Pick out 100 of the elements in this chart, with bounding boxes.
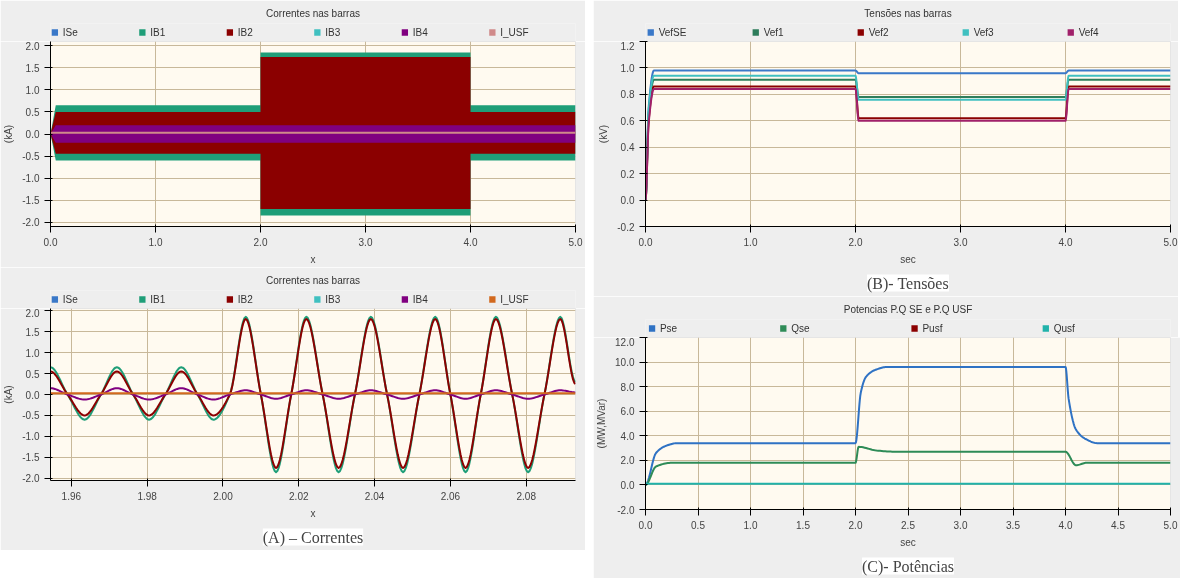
x-tick-label: 1.0 bbox=[743, 236, 758, 248]
legend-label: Qse bbox=[791, 323, 810, 334]
y-tick-label: 10.0 bbox=[615, 357, 635, 369]
y-tick-label: 2.0 bbox=[25, 307, 40, 319]
x-tick-label: 1.96 bbox=[61, 490, 82, 502]
chart-title: Correntes nas barras bbox=[266, 7, 360, 19]
y-tick-label: 1.2 bbox=[620, 40, 635, 52]
x-tick-label: 2.5 bbox=[901, 519, 916, 531]
legend-label: ISe bbox=[62, 294, 79, 305]
y-tick-label: 1.5 bbox=[25, 62, 40, 74]
y-tick-label: 0.8 bbox=[620, 89, 635, 101]
x-tick-label: 1.0 bbox=[743, 519, 758, 531]
y-tick-label: -1.0 bbox=[22, 173, 40, 185]
x-tick-label: 0.5 bbox=[691, 519, 706, 531]
y-tick-label: 1.0 bbox=[25, 347, 40, 359]
x-tick-label: 3.0 bbox=[953, 519, 968, 531]
legend-label: Vef2 bbox=[868, 27, 890, 38]
legend-label: IB1 bbox=[150, 294, 166, 305]
x-tick-label: 4.0 bbox=[1058, 236, 1073, 248]
y-tick-label: 4.0 bbox=[620, 430, 635, 442]
y-tick-label: 0.0 bbox=[620, 195, 635, 207]
y-tick-label: 0.5 bbox=[25, 368, 40, 380]
x-tick-label: 0.0 bbox=[43, 236, 58, 248]
chart-title: Tensões nas barras bbox=[864, 7, 952, 19]
legend-label: Vef1 bbox=[763, 27, 785, 38]
legend-label: IB4 bbox=[412, 27, 429, 38]
x-tick-label: 2.02 bbox=[289, 490, 309, 502]
legend-label: IB3 bbox=[325, 27, 341, 38]
x-tick-label: 2.00 bbox=[213, 490, 234, 502]
x-tick-label: 2.0 bbox=[253, 236, 268, 248]
y-tick-label: -1.5 bbox=[22, 195, 40, 207]
legend-label: ISe bbox=[62, 27, 79, 38]
y-tick-label: 0.0 bbox=[25, 389, 40, 401]
y-tick-label: 2.0 bbox=[25, 40, 40, 52]
x-tick-label: 3.0 bbox=[358, 236, 373, 248]
y-axis-title: (kV) bbox=[598, 124, 610, 144]
y-tick-label: 1.0 bbox=[25, 84, 40, 96]
legend-label: Qusf bbox=[1053, 323, 1076, 334]
y-tick-label: 1.5 bbox=[25, 326, 40, 338]
y-axis-title: (kA) bbox=[3, 124, 15, 144]
x-tick-label: 1.98 bbox=[137, 490, 158, 502]
text: (A) – Correntes bbox=[262, 528, 364, 547]
x-tick-label: 4.0 bbox=[463, 236, 478, 248]
y-tick-label: 2.0 bbox=[620, 455, 635, 467]
x-axis-title: sec bbox=[900, 253, 916, 265]
x-tick-label: 2.04 bbox=[364, 490, 385, 502]
y-tick-label: 0.6 bbox=[620, 115, 635, 127]
x-tick-label: 2.08 bbox=[516, 490, 537, 502]
chart-title: Potencias P.Q SE e P.Q USF bbox=[843, 303, 973, 315]
y-axis-title: (kA) bbox=[3, 385, 15, 404]
legend-label: IB1 bbox=[150, 27, 166, 38]
y-tick-label: -2.0 bbox=[22, 217, 40, 229]
legend-label: I_USF bbox=[500, 27, 529, 38]
x-axis-title: sec bbox=[900, 536, 916, 548]
x-tick-label: 4.5 bbox=[1111, 519, 1126, 531]
x-tick-label: 0.0 bbox=[638, 236, 653, 248]
x-tick-label: 3.0 bbox=[953, 236, 968, 248]
text: (B)- Tensões bbox=[867, 274, 949, 293]
y-tick-label: 0.4 bbox=[620, 142, 635, 154]
x-tick-label: 5.0 bbox=[1163, 519, 1178, 531]
y-axis-title: (MW,MVar) bbox=[596, 398, 608, 449]
legend-label: IB3 bbox=[325, 294, 341, 305]
y-tick-label: -0.2 bbox=[617, 221, 635, 233]
x-tick-label: 1.0 bbox=[148, 236, 163, 248]
x-tick-label: 2.0 bbox=[848, 519, 863, 531]
legend-label: Vef4 bbox=[1078, 27, 1100, 38]
chart-title: Correntes nas barras bbox=[266, 274, 360, 286]
legend-label: IB4 bbox=[412, 294, 429, 305]
y-tick-label: -0.5 bbox=[22, 410, 40, 422]
x-tick-label: 5.0 bbox=[1163, 236, 1178, 248]
y-tick-label: 0.2 bbox=[620, 168, 635, 180]
legend-label: VefSE bbox=[658, 27, 687, 38]
legend-label: Pusf bbox=[922, 323, 943, 334]
y-tick-label: 8.0 bbox=[620, 381, 635, 393]
y-tick-label: -2.0 bbox=[617, 504, 635, 516]
legend-label: IB2 bbox=[237, 27, 254, 38]
legend-label: I_USF bbox=[500, 294, 529, 305]
y-tick-label: 6.0 bbox=[620, 406, 635, 418]
x-tick-label: 2.0 bbox=[848, 236, 863, 248]
y-tick-label: -2.0 bbox=[22, 473, 40, 485]
y-tick-label: 1.0 bbox=[620, 62, 635, 74]
y-tick-label: -1.0 bbox=[22, 431, 40, 443]
x-tick-label: 3.5 bbox=[1006, 519, 1021, 531]
x-tick-label: 2.06 bbox=[440, 490, 461, 502]
legend-label: Pse bbox=[659, 323, 678, 334]
y-tick-label: 0.0 bbox=[620, 479, 635, 491]
x-tick-label: 1.5 bbox=[796, 519, 811, 531]
legend-label: Vef3 bbox=[973, 27, 995, 38]
x-axis-title: x bbox=[310, 507, 316, 519]
y-tick-label: -1.5 bbox=[22, 452, 40, 464]
x-tick-label: 4.0 bbox=[1058, 519, 1073, 531]
legend-label: IB2 bbox=[237, 294, 254, 305]
text: (C)- Potências bbox=[862, 557, 954, 576]
y-tick-label: 12.0 bbox=[615, 336, 635, 348]
x-tick-label: 0.0 bbox=[638, 519, 653, 531]
x-tick-label: 5.0 bbox=[568, 236, 583, 248]
x-axis-title: x bbox=[310, 253, 316, 265]
y-tick-label: 0.5 bbox=[25, 106, 40, 118]
y-tick-label: -0.5 bbox=[22, 151, 40, 163]
y-tick-label: 0.0 bbox=[25, 129, 40, 140]
